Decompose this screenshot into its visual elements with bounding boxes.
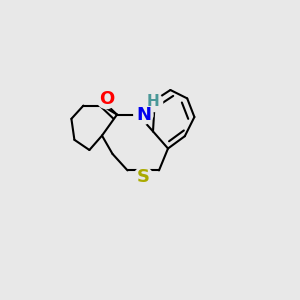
- Circle shape: [134, 167, 153, 187]
- Circle shape: [143, 92, 163, 112]
- Text: N: N: [136, 106, 151, 124]
- Circle shape: [97, 89, 116, 109]
- Circle shape: [134, 105, 153, 124]
- Text: H: H: [147, 94, 159, 110]
- Text: O: O: [99, 90, 114, 108]
- Text: S: S: [137, 168, 150, 186]
